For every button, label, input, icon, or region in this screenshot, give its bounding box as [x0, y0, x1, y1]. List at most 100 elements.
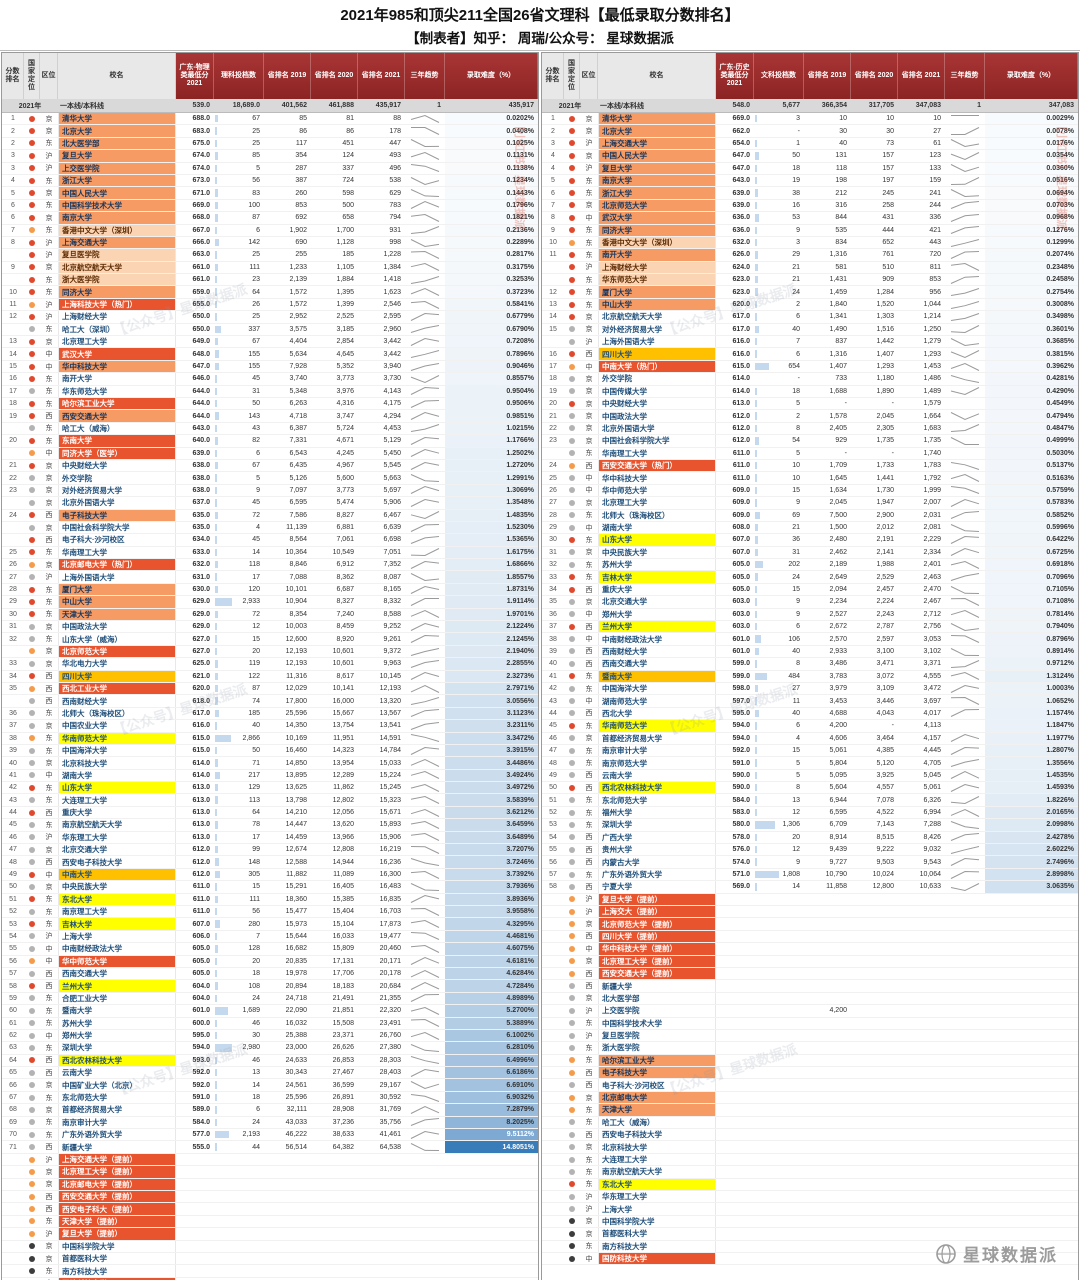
- tier-dot-icon: [29, 1032, 35, 1039]
- trend-cell: [945, 212, 985, 223]
- trend-sparkline: [410, 387, 440, 396]
- tier-dot-icon: [569, 735, 575, 742]
- volume-cell: 2,193: [214, 1129, 264, 1140]
- tier-dot-icon: [29, 326, 35, 333]
- school-name-cell: 武汉大学: [58, 348, 176, 360]
- school-name-cell: 大连理工大学: [58, 794, 176, 806]
- trend-sparkline: [950, 573, 980, 582]
- school-name-cell: 清华大学: [598, 113, 716, 125]
- rank-cell: [2, 423, 24, 434]
- region-cell: 西: [45, 1144, 53, 1152]
- rank-2020-cell: [851, 1005, 898, 1016]
- school-name-cell: 香港中文大学（深圳）: [58, 224, 176, 236]
- volume-value: 19: [792, 177, 800, 185]
- volume-value: 15: [792, 586, 800, 594]
- rank-2021-cell: 3,442: [383, 350, 401, 358]
- trend-cell: [405, 522, 445, 533]
- rank-cell: 46: [9, 833, 17, 841]
- rank-2020-cell: [851, 1241, 898, 1252]
- min-score-cell: [716, 1141, 754, 1152]
- rank-2020-cell: [311, 1154, 358, 1165]
- volume-bar: [215, 759, 218, 767]
- science-table-rows: 1 京清华大学 688.0 67 85 81 88 0.0202% 2 京北京大学 683.0 25 8…: [2, 113, 538, 1280]
- volume-cell: [754, 906, 804, 917]
- trend-cell: [945, 225, 985, 236]
- difficulty-cell: 3.4972%: [445, 782, 538, 794]
- trend-sparkline: [950, 610, 980, 619]
- difficulty-cell: 1.3069%: [445, 484, 538, 497]
- region-cell: 京: [45, 846, 53, 854]
- difficulty-cell: [445, 1154, 538, 1165]
- tier-cell: [564, 299, 580, 310]
- rank-2019-cell: 17,800: [285, 697, 307, 705]
- volume-value: 6: [256, 1106, 260, 1114]
- min-score-cell: [716, 1179, 754, 1190]
- rank-2020-cell: 3,773: [336, 486, 354, 494]
- difficulty-cell: 0.4290%: [985, 385, 1078, 397]
- rank-2021-cell: 35,756: [379, 1118, 401, 1126]
- tier-cell: [564, 386, 580, 397]
- rank-2021-cell: 9,252: [383, 623, 401, 631]
- rank-2020-cell: 15,404: [332, 908, 354, 916]
- rank-2020-cell: 23,371: [332, 1032, 354, 1040]
- region-cell: 东: [585, 536, 593, 544]
- trend-cell: [945, 175, 985, 186]
- rank-2020-cell: [851, 1216, 898, 1227]
- rank-2021-cell: 4,143: [383, 387, 401, 395]
- tier-dot-icon: [29, 128, 35, 135]
- table-row: 东哈尔滨工业大学: [542, 1054, 1078, 1068]
- tier-dot-icon: [569, 648, 575, 655]
- tier-cell: [564, 559, 580, 570]
- volume-cell: 85: [214, 150, 264, 161]
- rank-2019-cell: 6,944: [829, 796, 847, 804]
- school-name-cell: 南方科技大学: [598, 1240, 716, 1252]
- school-name-cell: 上海交大（提前）: [598, 906, 716, 918]
- min-score-cell: [716, 1067, 754, 1078]
- region-cell: 京: [45, 1168, 53, 1176]
- baseline-difficulty: 435,917: [508, 102, 534, 109]
- brand-logo-text: 星球数据派: [963, 1246, 1058, 1265]
- min-score-cell: 643.0: [192, 424, 210, 432]
- difficulty-cell: [985, 1104, 1078, 1115]
- min-score-cell: [176, 1154, 214, 1165]
- rank-2019-cell: [804, 906, 851, 917]
- school-name-cell: 北京大学: [598, 125, 716, 137]
- tier-cell: [564, 1018, 580, 1029]
- rank-2019-cell: 43,033: [285, 1118, 307, 1126]
- table-row: 东浙大医学院: [542, 1042, 1078, 1055]
- volume-value: 24: [792, 288, 800, 296]
- min-score-cell: 612.0: [732, 437, 750, 445]
- rank-cell: [542, 1241, 564, 1252]
- rank-2019-cell: 14,850: [285, 759, 307, 767]
- table-row: 6 京南京大学 668.0 87 692 658 794 0.1821%: [2, 212, 538, 225]
- rank-cell: 17: [549, 363, 557, 370]
- volume-value: 20: [252, 957, 260, 965]
- region-cell: 东: [45, 747, 53, 755]
- region-cell: 东: [585, 685, 593, 693]
- volume-cell: 6: [214, 225, 264, 236]
- region-cell: 东: [45, 425, 53, 433]
- school-name-cell: 北京师范大学: [58, 645, 176, 658]
- volume-bar: [215, 1044, 232, 1052]
- rank-2020-cell: -: [891, 449, 894, 457]
- tier-cell: [24, 187, 40, 198]
- table-row: 52 东福州大学 583.0 12 6,595 4,522 6,994 2.0165%: [542, 806, 1078, 820]
- volume-cell: 15: [214, 881, 264, 892]
- difficulty-cell: 5.2700%: [445, 1005, 538, 1017]
- trend-sparkline: [410, 1118, 440, 1127]
- trend-sparkline: [950, 412, 980, 421]
- trend-cell: [405, 1141, 445, 1152]
- table-row: 东南京航空航天大学: [542, 1166, 1078, 1179]
- difficulty-cell: 0.3008%: [985, 298, 1078, 311]
- min-score-cell: 688.0: [192, 115, 210, 123]
- table-row: 34 西四川大学 621.0 122 11,316 8,617 10,145 2.3273%: [2, 670, 538, 683]
- table-row: 68 京首都经济贸易大学 589.0 6 32,111 28,908 31,769 7.287…: [2, 1104, 538, 1117]
- tier-cell: [564, 1253, 580, 1264]
- volume-cell: 5: [754, 448, 804, 459]
- tables-container: 分数 排名 国家 定位 区位 校名 广东-物理类最低分 2021 理科投档数 省…: [0, 51, 1080, 1280]
- tier-cell: [24, 918, 40, 929]
- rank-cell: 61: [9, 1019, 17, 1027]
- region-cell: 西: [45, 673, 53, 681]
- rank-cell: 4: [551, 164, 555, 172]
- volume-cell: [214, 1241, 264, 1252]
